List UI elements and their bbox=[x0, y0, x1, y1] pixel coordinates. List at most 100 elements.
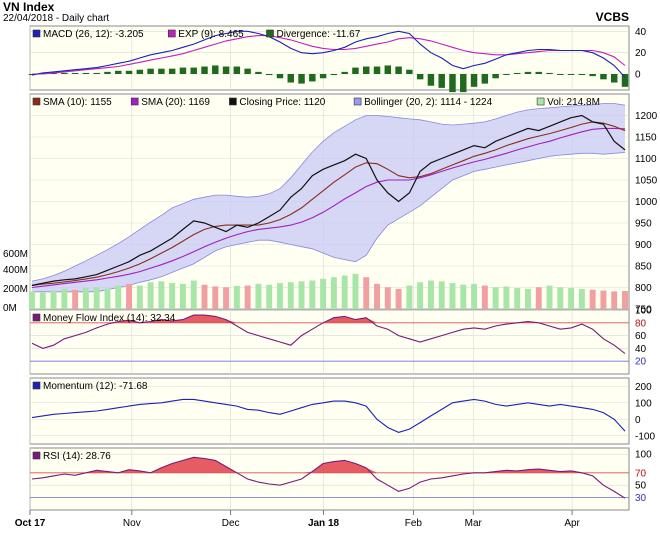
macd-divergence-bar bbox=[621, 74, 629, 87]
macd-divergence-bar bbox=[233, 66, 241, 74]
macd-panel bbox=[29, 25, 630, 91]
price-legend-swatch-1 bbox=[130, 97, 139, 106]
volume-bar bbox=[201, 284, 208, 309]
macd-divergence-bar bbox=[524, 71, 532, 74]
price-ytick-9: 750 bbox=[635, 305, 652, 316]
price-ytick-5: 950 bbox=[635, 219, 652, 230]
x-tick-label-6: Apr bbox=[564, 518, 580, 529]
volume-bar bbox=[115, 285, 122, 309]
macd-divergence-bar bbox=[104, 71, 111, 74]
macd-divergence-bar bbox=[255, 71, 262, 74]
mfi-legend-label-0: Money Flow Index (14): 32.34 bbox=[43, 313, 176, 324]
macd-exp-line bbox=[32, 35, 626, 75]
volume-bar bbox=[147, 282, 154, 309]
macd-divergence-bar bbox=[373, 66, 381, 74]
macd-divergence-bar bbox=[352, 67, 359, 74]
rsi-oversold-label: 30 bbox=[635, 493, 647, 504]
price-legend-swatch-0 bbox=[32, 97, 41, 106]
rsi-line bbox=[31, 456, 626, 499]
volume-bar bbox=[449, 283, 456, 309]
macd-divergence-bar bbox=[212, 65, 219, 74]
price-ytick-4: 1000 bbox=[635, 197, 658, 208]
macd-divergence-bar bbox=[395, 66, 402, 74]
macd-divergence-bar bbox=[309, 74, 316, 82]
macd-line bbox=[31, 30, 626, 78]
macd-divergence-bar bbox=[136, 69, 144, 74]
rsi-panel bbox=[29, 447, 630, 511]
price-ytick-7: 850 bbox=[635, 262, 652, 273]
x-tick-label-0: Oct 17 bbox=[15, 518, 46, 529]
macd-divergence-bar bbox=[276, 74, 284, 79]
macd-divergence-bar bbox=[535, 71, 542, 74]
momentum-ytick-1: 100 bbox=[635, 398, 652, 409]
x-tick-label-1: Nov bbox=[123, 518, 141, 529]
macd-ytick-2: 0 bbox=[635, 70, 641, 81]
volume-bar bbox=[535, 287, 542, 309]
macd-divergence-bar bbox=[125, 70, 133, 74]
macd-divergence-bar bbox=[168, 68, 176, 74]
volume-bar bbox=[481, 285, 488, 309]
macd-divergence-bar bbox=[82, 72, 90, 74]
macd-divergence-bar bbox=[201, 66, 208, 74]
volume-bar bbox=[190, 280, 197, 309]
macd-divergence-bar bbox=[287, 74, 294, 83]
volume-bar bbox=[438, 281, 445, 309]
volume-bar bbox=[126, 283, 133, 309]
macd-divergence-bar bbox=[222, 66, 230, 74]
volume-bar bbox=[568, 288, 575, 309]
price-legend-swatch-2 bbox=[229, 97, 237, 106]
volume-bar bbox=[622, 291, 628, 309]
chart-title: VN Index bbox=[3, 0, 55, 14]
volume-bar bbox=[309, 280, 316, 309]
mfi-legend-swatch-0 bbox=[32, 313, 41, 322]
price-legend-swatch-3 bbox=[353, 97, 362, 106]
volume-bar bbox=[374, 283, 380, 309]
macd-legend-label-2: Divergence: -11.67 bbox=[277, 29, 361, 40]
sma20-line bbox=[31, 127, 626, 289]
volume-bar bbox=[266, 284, 273, 309]
chart-subtitle: 22/04/2018 - Daily chart bbox=[3, 13, 110, 24]
macd-divergence-bar bbox=[492, 74, 499, 79]
macd-divergence-bar bbox=[147, 68, 154, 74]
volume-bar bbox=[363, 277, 370, 309]
mfi-ytick-4: 20 bbox=[635, 357, 647, 368]
volume-bar bbox=[223, 287, 230, 309]
volume-bar bbox=[557, 287, 564, 309]
volume-bar bbox=[50, 290, 57, 309]
rsi-ytick-0: 100 bbox=[635, 450, 652, 461]
volume-bar bbox=[82, 288, 89, 309]
volume-bar bbox=[546, 285, 553, 309]
rsi-legend-swatch-0 bbox=[32, 451, 41, 460]
macd-divergence-bar bbox=[384, 65, 392, 74]
macd-divergence-bar bbox=[319, 74, 327, 79]
macd-divergence-bar bbox=[265, 74, 273, 76]
macd-divergence-bar bbox=[61, 72, 68, 74]
macd-divergence-bar bbox=[179, 67, 187, 74]
volume-bar bbox=[136, 285, 143, 309]
mfi-ytick-1: 80 bbox=[635, 318, 647, 329]
volume-bar bbox=[330, 277, 337, 309]
volume-bar bbox=[524, 288, 531, 309]
macd-divergence-bar bbox=[546, 72, 553, 74]
macd-divergence-bar bbox=[449, 74, 456, 93]
price-legend-label-2: Closing Price: 1120 bbox=[239, 97, 325, 108]
macd-legend-swatch-2 bbox=[266, 29, 274, 38]
mfi-overbought-fill bbox=[32, 315, 625, 323]
macd-ytick-0: 40 bbox=[635, 27, 647, 38]
price-ytick-6: 900 bbox=[635, 240, 652, 251]
macd-divergence-bar bbox=[513, 72, 521, 74]
price-legend-swatch-4 bbox=[536, 97, 545, 106]
volume-ytick-1: 400M bbox=[3, 265, 28, 276]
volume-bar bbox=[255, 283, 262, 309]
bollinger-band bbox=[32, 103, 625, 292]
macd-divergence-bar bbox=[600, 74, 607, 80]
macd-divergence-bar bbox=[557, 74, 564, 75]
volume-ytick-3: 0M bbox=[3, 303, 17, 314]
macd-divergence-bar bbox=[190, 67, 197, 74]
x-tick-label-4: Feb bbox=[405, 518, 423, 529]
bollinger-upper-line bbox=[31, 103, 626, 282]
mfi-ytick-2: 60 bbox=[635, 331, 647, 342]
price-ytick-3: 1050 bbox=[635, 176, 658, 187]
volume-bar bbox=[287, 282, 294, 309]
macd-divergence-bar bbox=[93, 72, 100, 74]
